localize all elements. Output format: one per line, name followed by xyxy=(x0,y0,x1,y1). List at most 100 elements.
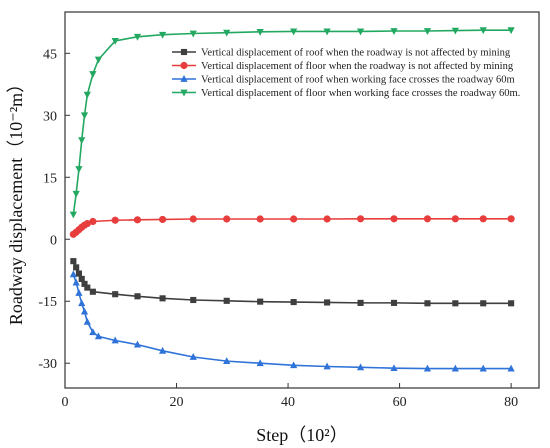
data-point xyxy=(480,300,487,307)
legend-label: Vertical displacement of floor when the … xyxy=(201,61,514,72)
data-point xyxy=(290,28,298,36)
legend-swatch-marker xyxy=(180,61,188,70)
legend-label: Vertical displacement of roof when worki… xyxy=(201,75,515,86)
data-point xyxy=(479,364,487,372)
data-point xyxy=(89,288,96,295)
data-point xyxy=(89,71,97,78)
data-point xyxy=(75,166,83,173)
data-point xyxy=(83,219,91,228)
data-point xyxy=(80,307,89,315)
data-point xyxy=(133,33,142,41)
data-point xyxy=(390,215,398,223)
data-point xyxy=(78,275,85,282)
data-point xyxy=(89,217,97,226)
legend-label: Vertical displacement of roof when the r… xyxy=(201,48,511,59)
data-point xyxy=(390,28,398,35)
data-point xyxy=(158,346,167,354)
data-point xyxy=(390,299,398,306)
x-tick-label: 60 xyxy=(393,395,407,410)
data-point xyxy=(78,299,86,307)
data-point xyxy=(69,211,77,219)
series-3 xyxy=(69,270,515,372)
data-point xyxy=(134,293,141,300)
data-point xyxy=(451,364,459,372)
data-point xyxy=(83,317,91,325)
data-point xyxy=(84,284,91,291)
y-tick-label: -30 xyxy=(38,357,57,372)
data-point xyxy=(133,340,142,348)
data-point xyxy=(75,289,83,296)
data-point xyxy=(111,216,119,224)
data-point xyxy=(290,215,298,223)
data-point xyxy=(223,215,231,223)
series-4 xyxy=(69,27,515,219)
x-tick-label: 20 xyxy=(170,395,184,410)
data-point xyxy=(508,300,515,307)
data-point xyxy=(256,28,264,36)
data-point xyxy=(290,298,297,306)
data-point xyxy=(323,28,331,36)
data-point xyxy=(223,29,231,37)
data-point xyxy=(423,364,432,372)
data-point xyxy=(72,190,80,198)
legend-swatch-marker xyxy=(180,89,188,97)
series-2 xyxy=(69,215,515,238)
plot-frame xyxy=(64,11,540,389)
data-point xyxy=(78,137,86,145)
plot-area xyxy=(69,27,515,372)
legend-swatch-marker xyxy=(180,48,188,56)
data-point xyxy=(479,27,487,35)
data-point xyxy=(190,296,197,304)
legend-entry: Vertical displacement of roof when worki… xyxy=(172,75,515,86)
data-point xyxy=(189,353,197,360)
data-point xyxy=(451,215,459,223)
data-point xyxy=(357,299,364,306)
data-point xyxy=(290,361,298,369)
series-line xyxy=(72,274,512,370)
legend-swatch-marker xyxy=(180,75,188,82)
data-point xyxy=(112,291,119,298)
series-1 xyxy=(70,258,515,307)
legend-entry: Vertical displacement of floor when the … xyxy=(172,61,514,72)
data-point xyxy=(423,28,432,35)
data-point xyxy=(223,297,230,304)
y-tick-label: 45 xyxy=(43,47,57,62)
x-axis-title: Step（10²） xyxy=(256,425,347,445)
data-point xyxy=(133,216,142,224)
data-point xyxy=(479,215,487,223)
y-tick-label: 30 xyxy=(43,109,57,124)
data-point xyxy=(111,336,119,344)
data-point xyxy=(356,215,365,223)
data-point xyxy=(356,28,365,36)
x-tick-label: 80 xyxy=(504,395,518,410)
data-point xyxy=(257,298,264,305)
data-point xyxy=(69,270,77,278)
data-point xyxy=(80,112,89,120)
data-point xyxy=(507,215,515,223)
data-point xyxy=(324,299,331,306)
data-point xyxy=(73,264,80,271)
data-point xyxy=(83,91,91,99)
data-point xyxy=(323,215,331,223)
series-line xyxy=(72,29,512,215)
axes: 0 20 40 60 80 -30 -15 0 15 30 45 xyxy=(38,47,518,410)
data-point xyxy=(158,31,167,39)
data-point xyxy=(75,270,83,277)
data-point xyxy=(424,300,431,307)
data-point xyxy=(70,258,77,265)
legend-label: Vertical displacement of floor when work… xyxy=(201,88,520,99)
y-tick-label: 0 xyxy=(50,233,57,248)
data-point xyxy=(89,328,97,336)
data-point xyxy=(323,362,331,370)
data-point xyxy=(223,357,231,365)
data-point xyxy=(507,364,515,372)
data-point xyxy=(452,300,459,307)
y-axis-title: Roadway displacement（10⁻²m） xyxy=(6,75,26,325)
data-point xyxy=(111,38,119,45)
data-point xyxy=(189,215,197,223)
data-point xyxy=(94,332,103,340)
legend-entry: Vertical displacement of roof when the r… xyxy=(172,48,511,59)
data-point xyxy=(159,295,166,302)
data-point xyxy=(390,364,398,372)
